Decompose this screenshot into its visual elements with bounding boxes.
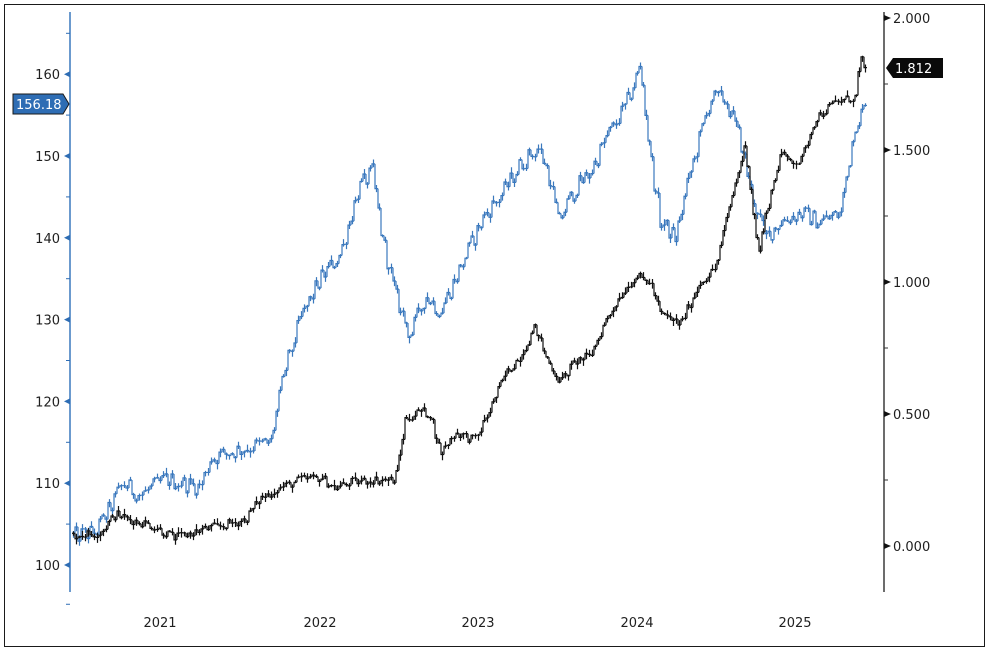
left-tick-label: 130: [35, 314, 60, 329]
left-last-value-text: 156.18: [16, 98, 62, 113]
x-axis-labels: 2021 2022 2023 2024 2025: [143, 616, 811, 631]
x-tick-label: 2021: [143, 616, 176, 631]
left-y-axis: 100 110 120 130 140 150 160: [35, 12, 71, 605]
blue-series-line: [72, 62, 867, 546]
chart-frame: [4, 4, 985, 647]
left-tick-label: 100: [35, 559, 60, 574]
x-tick-label: 2025: [778, 616, 811, 631]
left-tick-label: 110: [35, 477, 60, 492]
left-tick-label: 140: [35, 232, 60, 247]
x-tick-label: 2024: [620, 616, 653, 631]
left-tick-label: 150: [35, 150, 60, 165]
left-tick-label: 120: [35, 395, 60, 410]
right-last-value-text: 1.812: [895, 62, 932, 77]
black-series-line: [72, 55, 867, 545]
x-tick-label: 2023: [461, 616, 494, 631]
x-tick-label: 2022: [303, 616, 336, 631]
left-last-value-badge: 156.18: [12, 93, 70, 115]
right-y-axis: 0.000 0.500 1.000 1.500 2.000: [883, 12, 930, 592]
left-tick-label: 160: [35, 68, 60, 83]
right-tick-label: 1.000: [893, 276, 930, 291]
right-last-value-badge: 1.812: [886, 58, 943, 78]
right-tick-label: 2.000: [893, 12, 930, 27]
right-tick-label: 0.000: [893, 540, 930, 555]
right-tick-label: 0.500: [893, 408, 930, 423]
right-tick-label: 1.500: [893, 144, 930, 159]
